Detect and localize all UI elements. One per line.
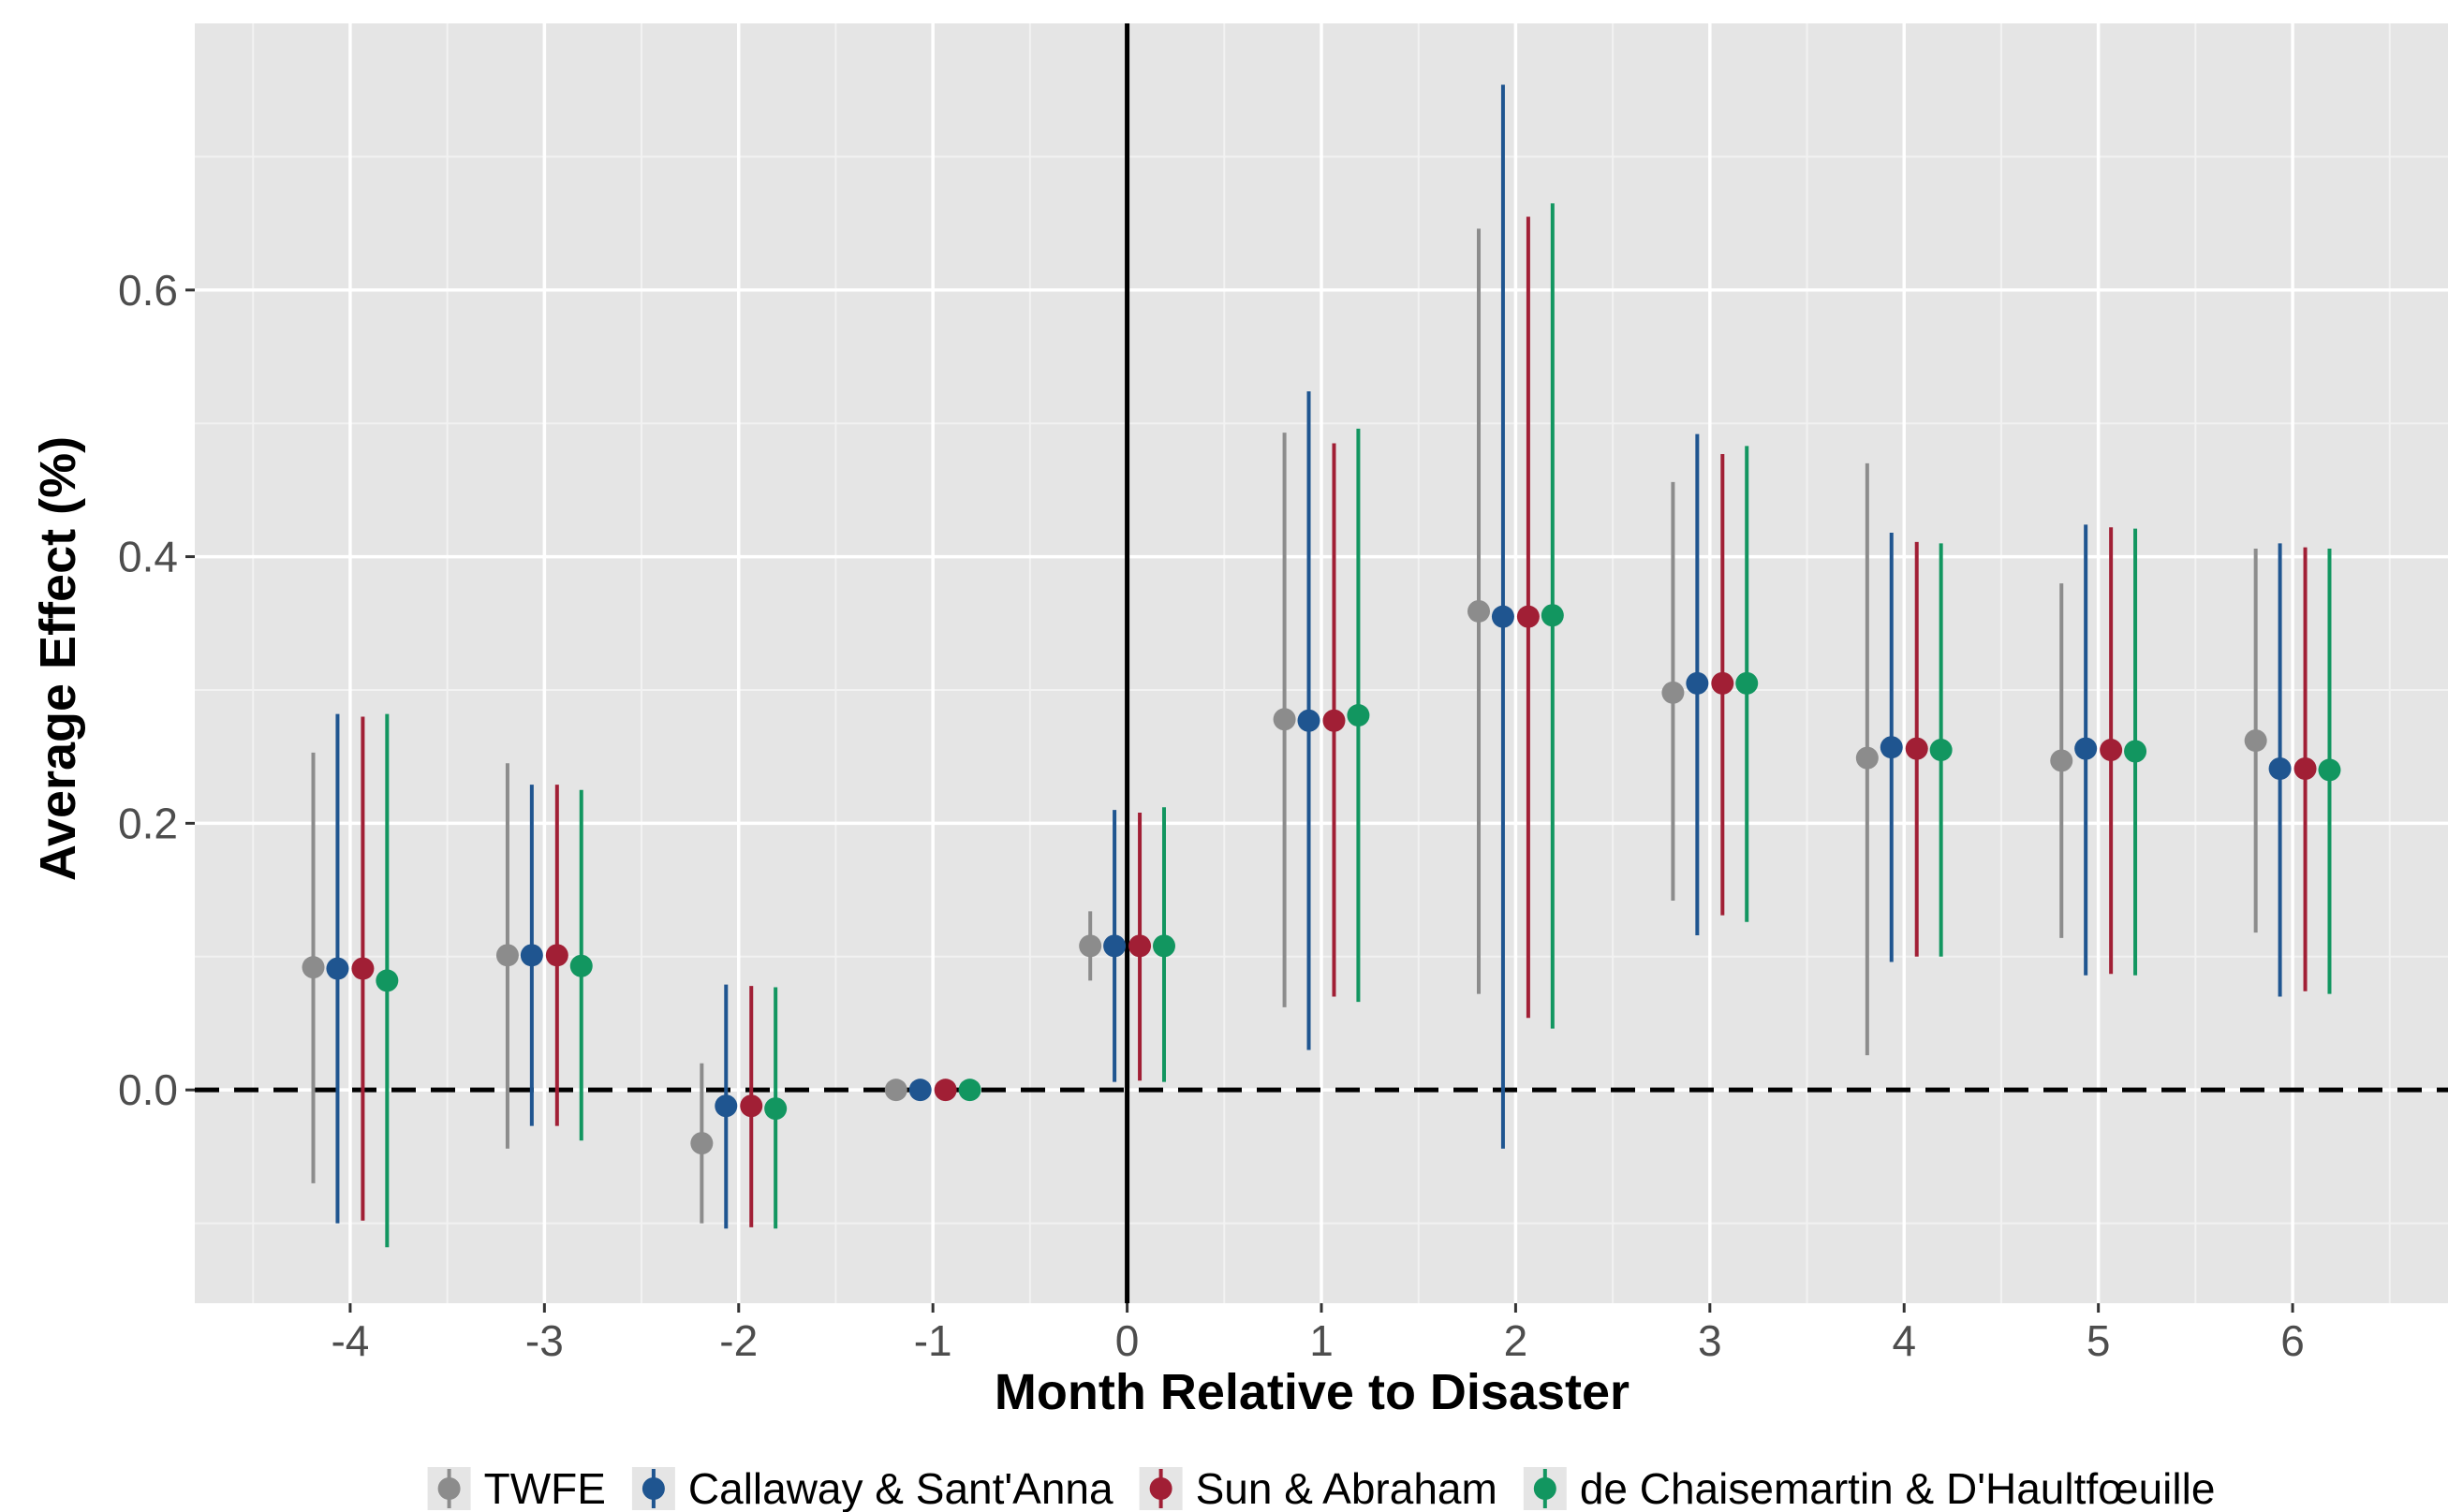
x-tick-label: -4 [331, 1316, 369, 1365]
data-point [376, 969, 399, 992]
data-point [958, 1079, 981, 1102]
x-tick-label: 1 [1309, 1316, 1334, 1365]
data-point [1855, 746, 1879, 770]
x-tick-label: 5 [2087, 1316, 2111, 1365]
legend-key-point [641, 1477, 665, 1500]
x-tick-label: 2 [1504, 1316, 1528, 1365]
data-point [1541, 604, 1564, 627]
legend-key [631, 1467, 675, 1510]
legend-label: Sun & Abraham [1196, 1464, 1497, 1512]
data-point [1103, 934, 1127, 958]
y-axis-ticks: 0.0 0.2 0.4 0.6 [118, 266, 195, 1114]
data-point [2268, 756, 2292, 780]
y-axis-title: Average Effect (%) [30, 436, 86, 881]
data-point [1880, 736, 1903, 759]
y-tick-label: 0.4 [118, 533, 178, 581]
data-point [1735, 671, 1759, 695]
series-twfe [302, 228, 2267, 1224]
x-tick-label: -3 [525, 1316, 564, 1365]
legend-label: Callaway & Sant'Anna [688, 1464, 1113, 1512]
data-point [1905, 737, 1928, 760]
data-point [1467, 599, 1491, 623]
x-tick-label: 4 [1892, 1316, 1916, 1365]
data-point [1297, 709, 1320, 732]
x-tick-label: 6 [2280, 1316, 2305, 1365]
legend: TWFE Callaway & Sant'Anna Sun & Abraham de … [427, 1464, 2216, 1512]
data-point [1491, 605, 1514, 628]
legend-key [427, 1467, 471, 1510]
series-sun-abraham [351, 216, 2317, 1227]
legend-key [1139, 1467, 1183, 1510]
data-point [2293, 756, 2317, 780]
data-point [934, 1079, 957, 1102]
legend-key [1523, 1467, 1567, 1510]
data-point [1273, 708, 1296, 731]
data-point [908, 1079, 932, 1102]
data-point [2074, 737, 2098, 760]
data-point [2318, 758, 2341, 782]
data-point [1128, 934, 1152, 958]
legend-key-point [1533, 1477, 1556, 1500]
legend-item-twfe: TWFE [427, 1464, 606, 1512]
reference-lines [195, 23, 2448, 1303]
data-point [1347, 704, 1370, 727]
data-point [351, 957, 375, 980]
data-point [2050, 749, 2073, 772]
y-tick-label: 0.0 [118, 1065, 178, 1114]
data-point [1152, 934, 1175, 958]
data-point [520, 944, 543, 967]
data-point [326, 957, 349, 980]
legend-label: de Chaisemartin & D'Haultfœuille [1580, 1464, 2216, 1512]
legend-item-de-chaisemartin-d-haultf-uille: de Chaisemartin & D'Haultfœuille [1523, 1464, 2216, 1512]
data-marks [302, 84, 2341, 1248]
legend-item-callaway-sant-anna: Callaway & Sant'Anna [631, 1464, 1113, 1512]
data-point [740, 1094, 763, 1118]
legend-item-sun-abraham: Sun & Abraham [1139, 1464, 1497, 1512]
data-point [1929, 739, 1953, 762]
data-point [1516, 605, 1540, 628]
y-tick-label: 0.6 [118, 266, 178, 315]
data-point [1686, 671, 1709, 695]
data-point [764, 1097, 788, 1121]
data-point [495, 944, 519, 967]
data-point [545, 944, 568, 967]
data-point [569, 954, 593, 977]
x-axis-ticks: -4 -3 -2 -1 0 1 2 3 4 5 6 [331, 1303, 2305, 1365]
data-point [715, 1094, 738, 1118]
data-point [2100, 739, 2123, 762]
legend-key-point [437, 1477, 461, 1500]
x-tick-label: -1 [914, 1316, 952, 1365]
data-point [302, 956, 325, 979]
legend-key-point [1149, 1477, 1172, 1500]
data-point [2244, 729, 2267, 753]
data-point [1079, 934, 1102, 958]
series-callaway-sant-anna [326, 84, 2292, 1229]
x-axis-title: Month Relative to Disaster [995, 1364, 1630, 1420]
data-point [884, 1079, 907, 1102]
data-point [1661, 681, 1685, 704]
data-point [690, 1132, 714, 1155]
x-tick-label: -2 [719, 1316, 758, 1365]
data-point [1711, 671, 1734, 695]
x-tick-label: 0 [1115, 1316, 1140, 1365]
data-point [2124, 740, 2147, 763]
x-tick-label: 3 [1698, 1316, 1722, 1365]
data-point [1322, 709, 1346, 732]
legend-label: TWFE [484, 1464, 606, 1512]
y-tick-label: 0.2 [118, 799, 178, 847]
series-de-chaisemartin-d-haultf-uille [376, 203, 2341, 1248]
